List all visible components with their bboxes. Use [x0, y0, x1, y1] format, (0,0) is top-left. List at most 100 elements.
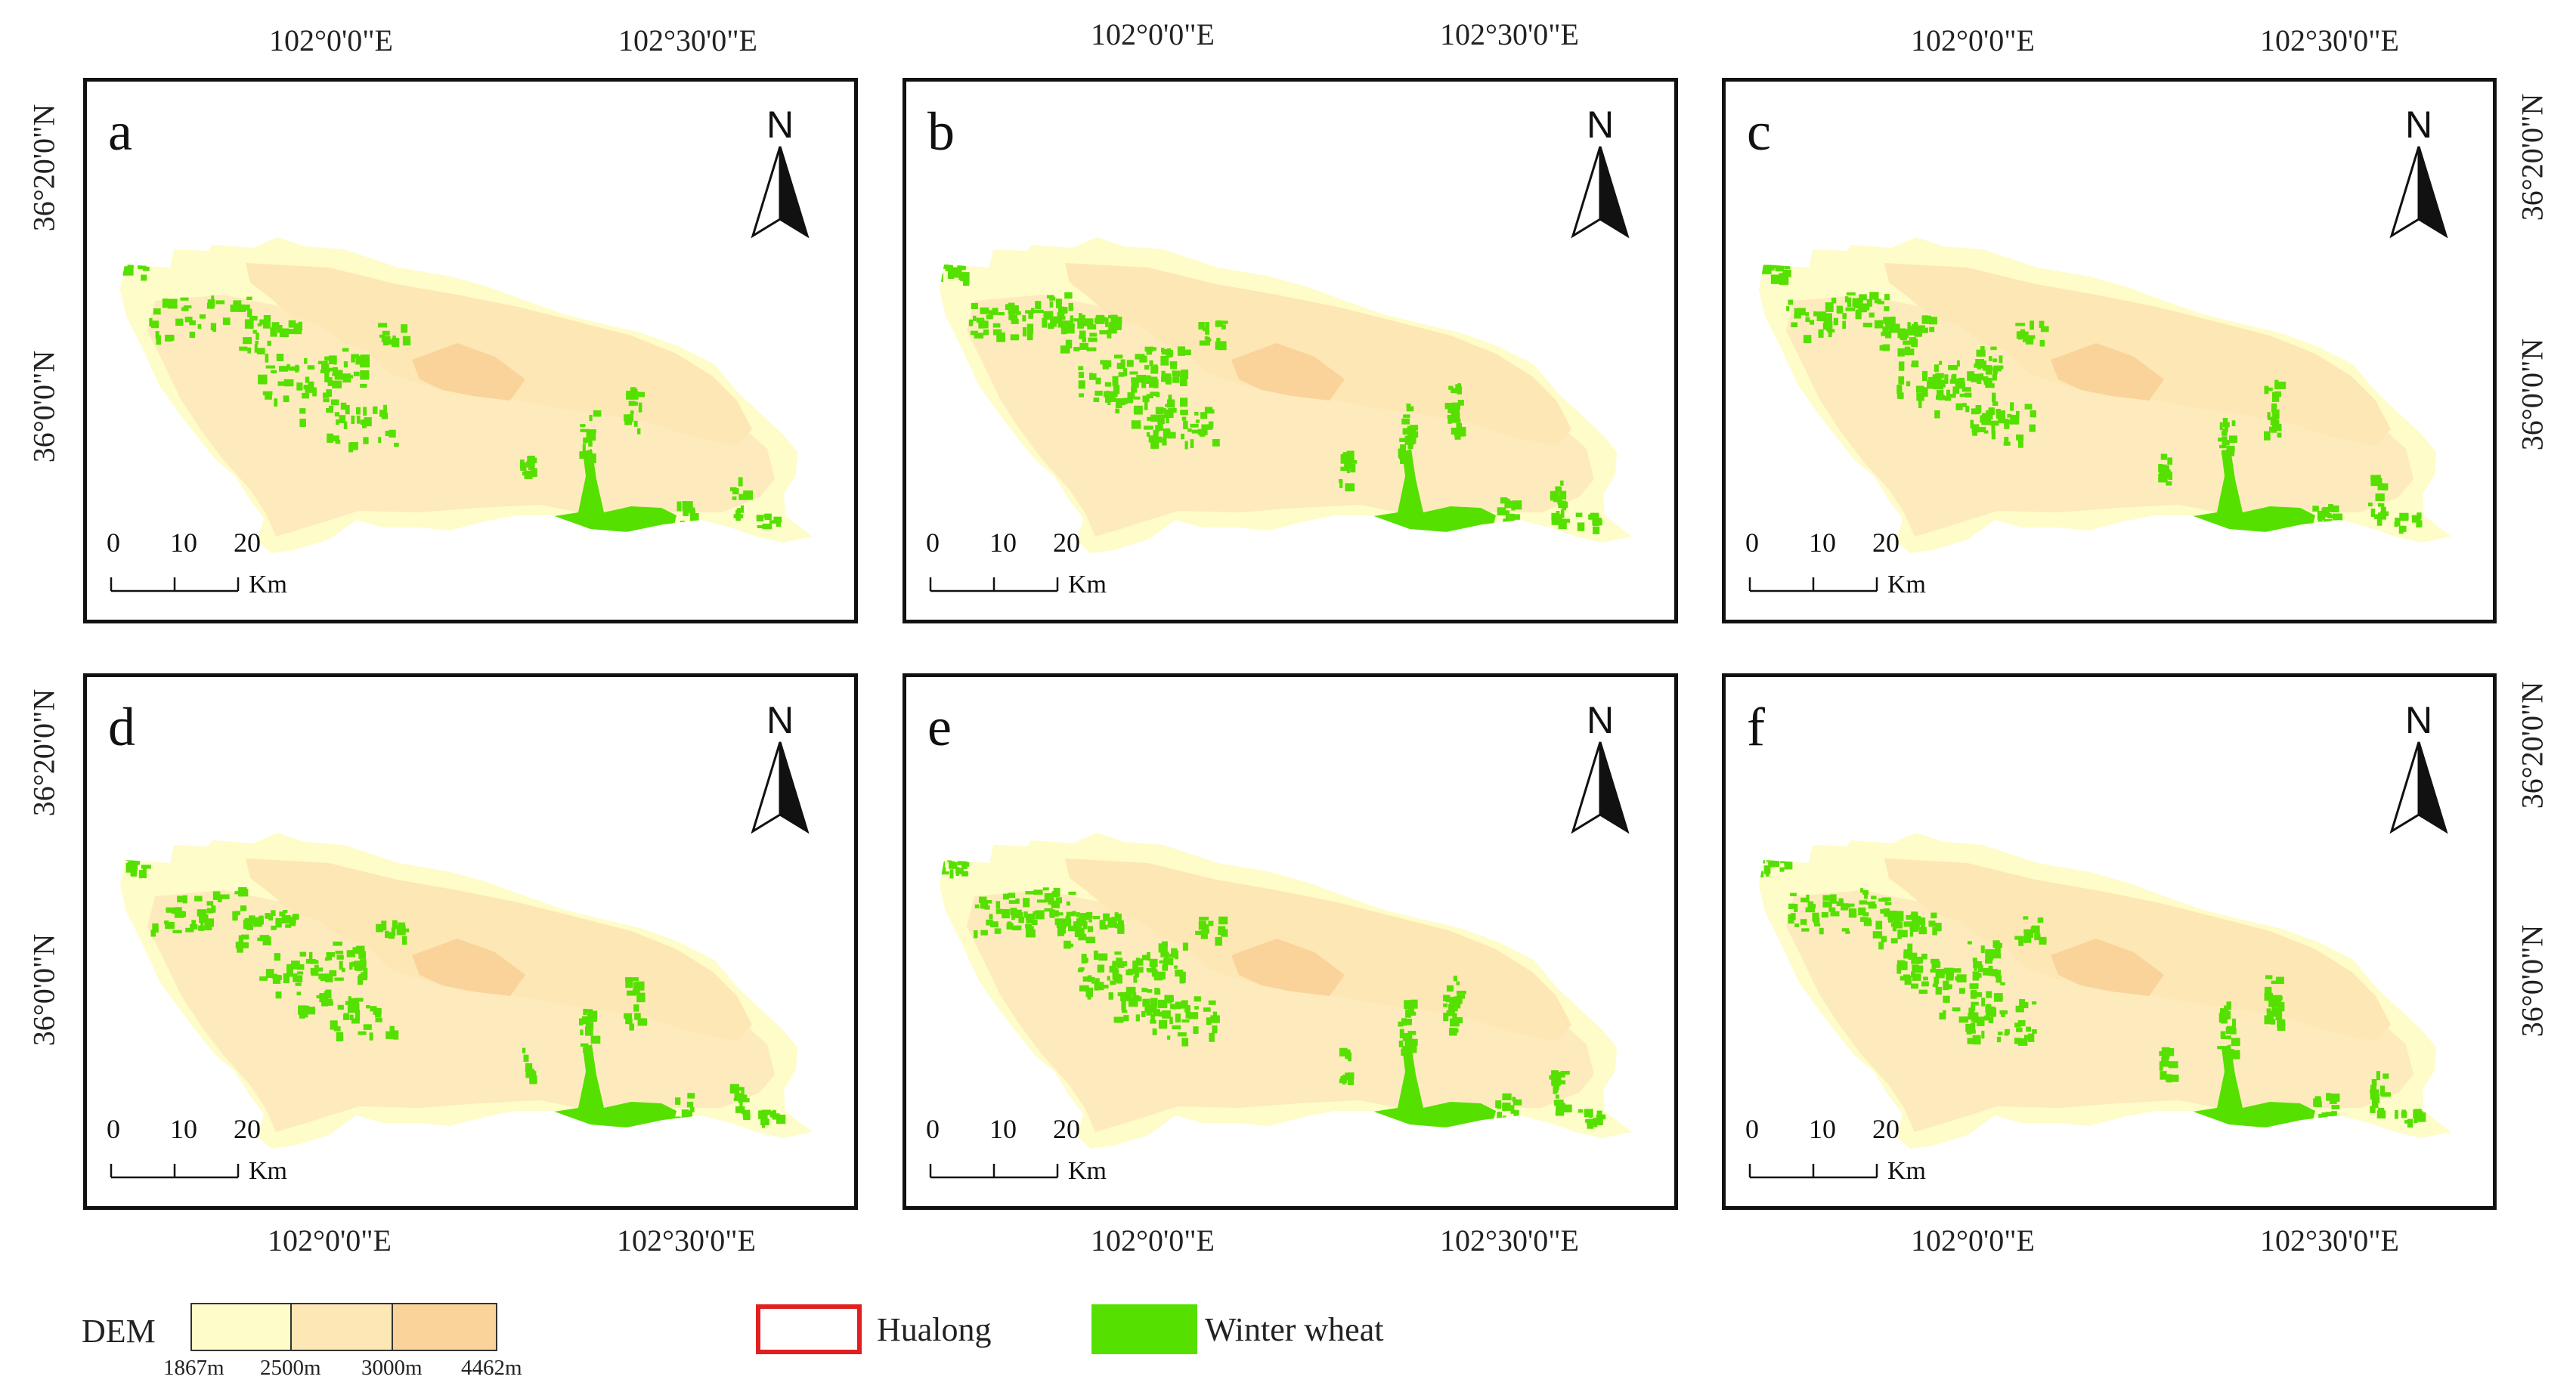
hualong-region-c	[1759, 237, 2451, 553]
svg-text:10: 10	[170, 527, 197, 558]
dem-class-1-swatch	[190, 1303, 292, 1351]
dem-break-2: 2500m	[260, 1356, 321, 1380]
right-lat-label-1-row1: 36°20'0"N	[2515, 93, 2550, 221]
dem-high-zone	[1065, 263, 1571, 446]
left-lat-label-2-row1: 36°0'0"N	[26, 350, 61, 463]
right-lat-label-2-row2: 36°0'0"N	[2515, 924, 2550, 1038]
dem-break-1: 1867m	[163, 1356, 224, 1380]
svg-text:N: N	[1587, 699, 1614, 741]
map-panel-e: e N 0 10 20 Km	[903, 673, 1678, 1210]
svg-text:0: 0	[926, 527, 940, 558]
map-panel-f: f N 0 10 20 Km	[1722, 673, 2497, 1210]
svg-text:Km: Km	[1887, 1157, 1926, 1185]
hualong-region-e	[940, 833, 1632, 1149]
svg-text:20: 20	[234, 1114, 261, 1144]
dem-class-2-swatch	[292, 1303, 393, 1351]
top-lon-label-2-col3: 102°30'0"E	[2260, 23, 2399, 57]
svg-text:20: 20	[1053, 527, 1080, 558]
panel-letter-b: b	[927, 101, 955, 162]
svg-text:20: 20	[1872, 1114, 1899, 1144]
dem-break-3: 3000m	[361, 1356, 423, 1380]
north-arrow-icon: N	[2389, 104, 2448, 239]
svg-text:10: 10	[1809, 527, 1836, 558]
svg-text:20: 20	[1053, 1114, 1080, 1144]
bottom-lon-label-2-col2: 102°30'0"E	[1440, 1223, 1579, 1257]
bottom-lon-label-1-col2: 102°0'0"E	[1091, 1223, 1215, 1257]
scale-bar: 0 10 20 Km	[1745, 527, 1926, 599]
svg-text:0: 0	[1745, 527, 1759, 558]
dem-mid-zone	[967, 295, 1594, 537]
dem-peak-zone	[412, 939, 525, 996]
hualong-region-a	[120, 237, 813, 553]
top-lon-label-1-col1: 102°0'0"E	[269, 23, 393, 57]
map-panel-d: d N 0 10 20 Km	[83, 673, 858, 1210]
panel-letter-a: a	[108, 101, 132, 162]
map-svg-d: d N 0 10 20 Km	[107, 697, 813, 1185]
map-svg-c: c N 0 10 20 Km	[1745, 101, 2451, 599]
svg-text:20: 20	[234, 527, 261, 558]
hualong-legend-label: Hualong	[877, 1311, 992, 1348]
svg-text:0: 0	[1745, 1114, 1759, 1144]
bottom-lon-label-2-col1: 102°30'0"E	[617, 1223, 756, 1257]
dem-peak-zone	[412, 343, 525, 401]
panel-letter-f: f	[1747, 697, 1765, 757]
svg-text:Km: Km	[249, 1157, 287, 1185]
dem-mid-zone	[147, 295, 775, 537]
hualong-region-b	[940, 237, 1632, 553]
bottom-lon-label-2-col3: 102°30'0"E	[2260, 1223, 2399, 1257]
map-svg-b: b N 0 10 20 Km	[926, 101, 1632, 599]
dem-mid-zone	[967, 890, 1594, 1132]
dem-peak-zone	[2051, 939, 2164, 996]
scale-bar: 0 10 20 Km	[1745, 1114, 1926, 1185]
bottom-lon-label-1-col1: 102°0'0"E	[268, 1223, 392, 1257]
svg-text:20: 20	[1872, 527, 1899, 558]
panel-letter-c: c	[1747, 101, 1771, 162]
svg-text:Km: Km	[1887, 571, 1926, 599]
winter-wheat-patches	[1760, 258, 2423, 536]
map-panel-b: b N 0 10 20 Km	[903, 78, 1678, 623]
svg-text:N: N	[2405, 104, 2432, 146]
dem-mid-zone	[147, 890, 775, 1132]
map-svg-e: e N 0 10 20 Km	[926, 697, 1632, 1185]
dem-mid-zone	[1786, 890, 2413, 1132]
svg-text:0: 0	[107, 1114, 120, 1144]
top-lon-label-1-col2: 102°0'0"E	[1091, 17, 1215, 51]
winter-wheat-patches	[940, 855, 1606, 1129]
dem-high-zone	[246, 263, 752, 446]
wheat-legend-label: Winter wheat	[1205, 1311, 1384, 1348]
svg-text:10: 10	[989, 1114, 1017, 1144]
left-lat-label-1-row2: 36°20'0"N	[26, 688, 61, 817]
bottom-lon-label-1-col3: 102°0'0"E	[1911, 1223, 2035, 1257]
svg-text:N: N	[2405, 699, 2432, 741]
north-arrow-icon: N	[751, 104, 810, 239]
dem-mid-zone	[1786, 295, 2413, 537]
svg-text:Km: Km	[249, 571, 287, 599]
svg-text:N: N	[766, 104, 794, 146]
hualong-legend-swatch	[756, 1304, 862, 1354]
map-svg-a: a N 0 10 20 Km	[107, 101, 813, 599]
scale-bar: 0 10 20 Km	[107, 1114, 287, 1185]
north-arrow-icon: N	[2389, 699, 2448, 834]
right-lat-label-2-row1: 36°0'0"N	[2515, 338, 2550, 451]
svg-text:10: 10	[1809, 1114, 1836, 1144]
dem-class-3-swatch	[393, 1303, 497, 1351]
dem-peak-zone	[1231, 343, 1345, 401]
panel-letter-d: d	[108, 697, 135, 757]
map-panel-a: a N 0 10 20 Km	[83, 78, 858, 623]
svg-text:10: 10	[170, 1114, 197, 1144]
svg-text:10: 10	[989, 527, 1017, 558]
north-arrow-icon: N	[751, 699, 810, 834]
svg-text:0: 0	[107, 527, 120, 558]
north-arrow-icon: N	[1571, 699, 1630, 834]
top-lon-label-2-col1: 102°30'0"E	[618, 23, 757, 57]
north-arrow-icon: N	[1571, 104, 1630, 239]
scale-bar: 0 10 20 Km	[107, 527, 287, 599]
wheat-legend-swatch	[1091, 1304, 1197, 1354]
svg-text:Km: Km	[1068, 571, 1107, 599]
dem-break-4: 4462m	[461, 1356, 522, 1380]
map-svg-f: f N 0 10 20 Km	[1745, 697, 2451, 1185]
dem-high-zone	[246, 858, 752, 1041]
right-lat-label-1-row2: 36°20'0"N	[2515, 681, 2550, 809]
left-lat-label-1-row1: 36°20'0"N	[26, 104, 61, 232]
scale-bar: 0 10 20 Km	[926, 527, 1107, 599]
